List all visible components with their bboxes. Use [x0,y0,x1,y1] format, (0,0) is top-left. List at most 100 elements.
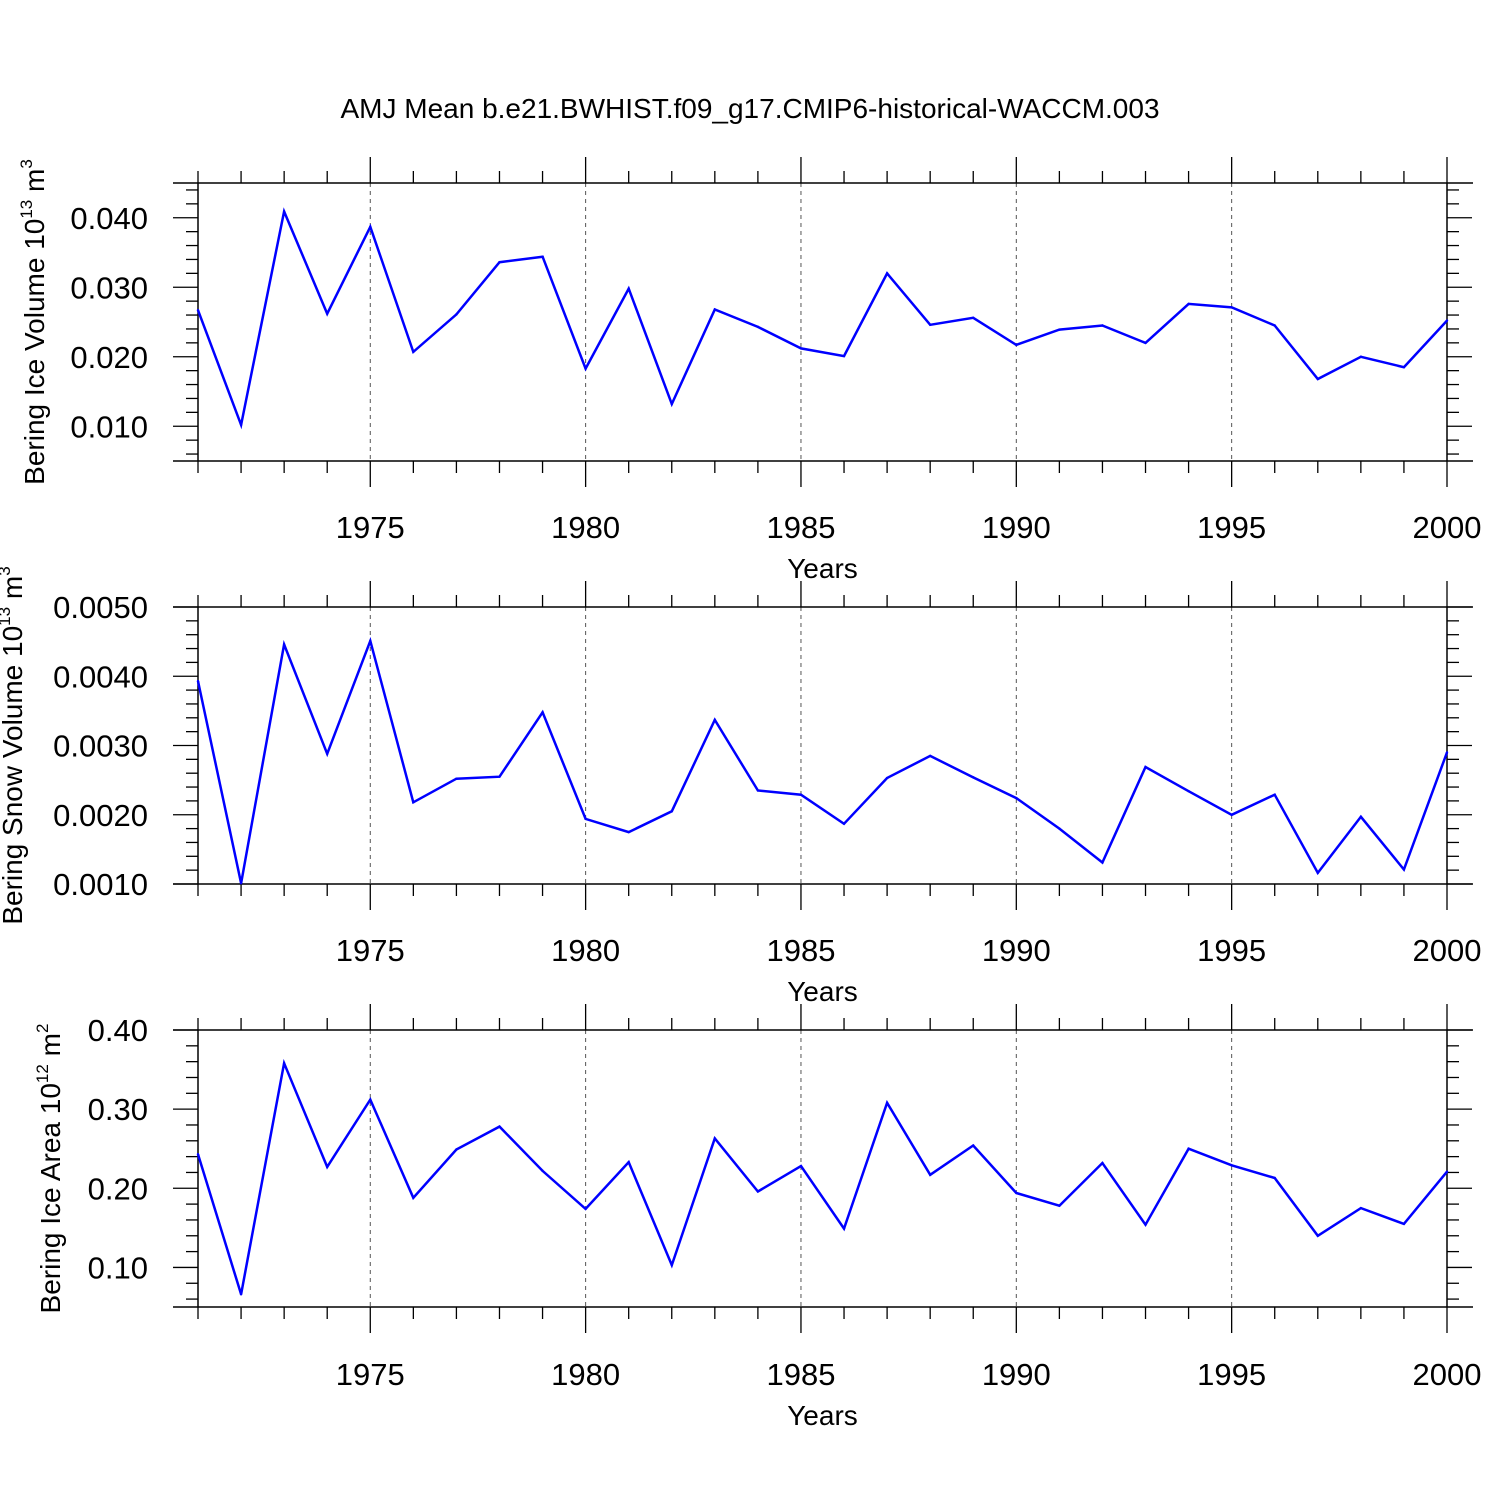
data-point [239,423,243,427]
data-point [1445,751,1449,754]
y-tick-label: 0.030 [70,270,148,305]
x-axis-label: Years [787,1400,858,1431]
data-point [799,793,803,796]
data-point [196,308,200,312]
data-point [369,639,372,643]
data-point [1058,1204,1061,1207]
data-point [455,313,458,316]
y-tick-label: 0.40 [88,1013,148,1048]
data-point [756,1190,760,1193]
data-point [842,822,846,825]
data-point [1402,1222,1406,1226]
data-point [196,1153,200,1156]
y-tick-label: 0.040 [70,201,148,236]
chart-panel-3: 0.10 0.20 0.30 0.40 1975 1980 1985 1990 1995 2000… [33,1004,1481,1431]
data-point [1058,328,1061,331]
y-tick-label: 0.0020 [53,798,148,833]
data-point [541,711,544,714]
x-tick-label: 1990 [982,510,1051,545]
data-point [1402,365,1406,369]
data-point [1273,793,1276,796]
x-axis-label: Years [787,553,858,584]
data-point [369,1098,372,1101]
data-point [972,316,975,320]
data-point [972,1144,975,1147]
data-point [455,1148,458,1151]
data-point [1316,377,1319,381]
data-point [1144,765,1147,769]
series-line [196,1058,1448,1295]
x-tick-label: 1980 [551,510,620,545]
data-point [239,882,243,885]
x-tick-label: 1985 [766,510,835,545]
data-point [1273,324,1276,327]
data-point [972,776,975,779]
series-line [196,207,1448,430]
data-point [670,402,673,406]
data-point [1144,1223,1147,1226]
data-point [670,810,673,813]
data-point [1359,815,1363,819]
data-point [412,350,415,354]
series-line [196,636,1449,884]
x-tick-label: 1985 [766,933,835,968]
data-point [326,312,329,315]
x-tick-label: 1975 [336,510,405,545]
data-point [584,367,587,370]
data-point [627,830,630,834]
data-point [1230,813,1233,816]
data-point [326,752,329,756]
y-tick-label: 0.20 [88,1171,148,1206]
y-axis-label: Bering Ice Area 1012 m2 [33,1024,66,1314]
data-point [670,1263,673,1267]
data-point [885,776,889,780]
data-point [412,1196,415,1199]
data-point [1015,796,1018,800]
data-point [885,1101,889,1105]
y-tick-label: 0.0050 [53,590,148,625]
y-tick-label: 0.010 [70,409,148,444]
data-point [1187,302,1190,306]
x-tick-label: 1995 [1197,933,1266,968]
data-point [627,1160,630,1164]
y-tick-label: 0.020 [70,340,148,375]
data-point [627,287,630,290]
x-tick-label: 1995 [1197,1357,1266,1392]
data-point [1058,827,1061,830]
data-point [1015,1191,1018,1195]
x-tick-label: 1995 [1197,510,1266,545]
data-point [412,801,415,804]
data-point [282,210,286,213]
data-point [1359,1206,1363,1210]
data-point [756,789,760,792]
x-axis-label: Years [787,976,858,1007]
x-tick-label: 1980 [551,1357,620,1392]
data-point [196,679,200,683]
data-point [1359,355,1363,358]
data-point [498,261,501,264]
data-point [928,754,932,758]
data-point [885,272,889,275]
data-point [498,1125,501,1128]
data-point [1445,1170,1449,1173]
data-point [1402,868,1406,871]
data-point [756,325,760,329]
x-tick-label: 1985 [766,1357,835,1392]
data-point [1316,1234,1319,1237]
data-point [326,1165,329,1169]
data-point [239,1293,243,1296]
data-point [455,777,458,780]
data-point [799,1164,803,1168]
data-point [1015,343,1018,347]
data-point [713,308,717,311]
data-point [1101,1161,1104,1165]
y-tick-label: 0.0030 [53,729,148,764]
data-point [282,1062,286,1065]
y-axis-label: Bering Snow Volume 1013 m3 [0,566,28,924]
data-point [1144,341,1147,345]
y-tick-label: 0.30 [88,1092,148,1127]
data-point [1445,319,1449,322]
x-tick-label: 2000 [1413,933,1482,968]
